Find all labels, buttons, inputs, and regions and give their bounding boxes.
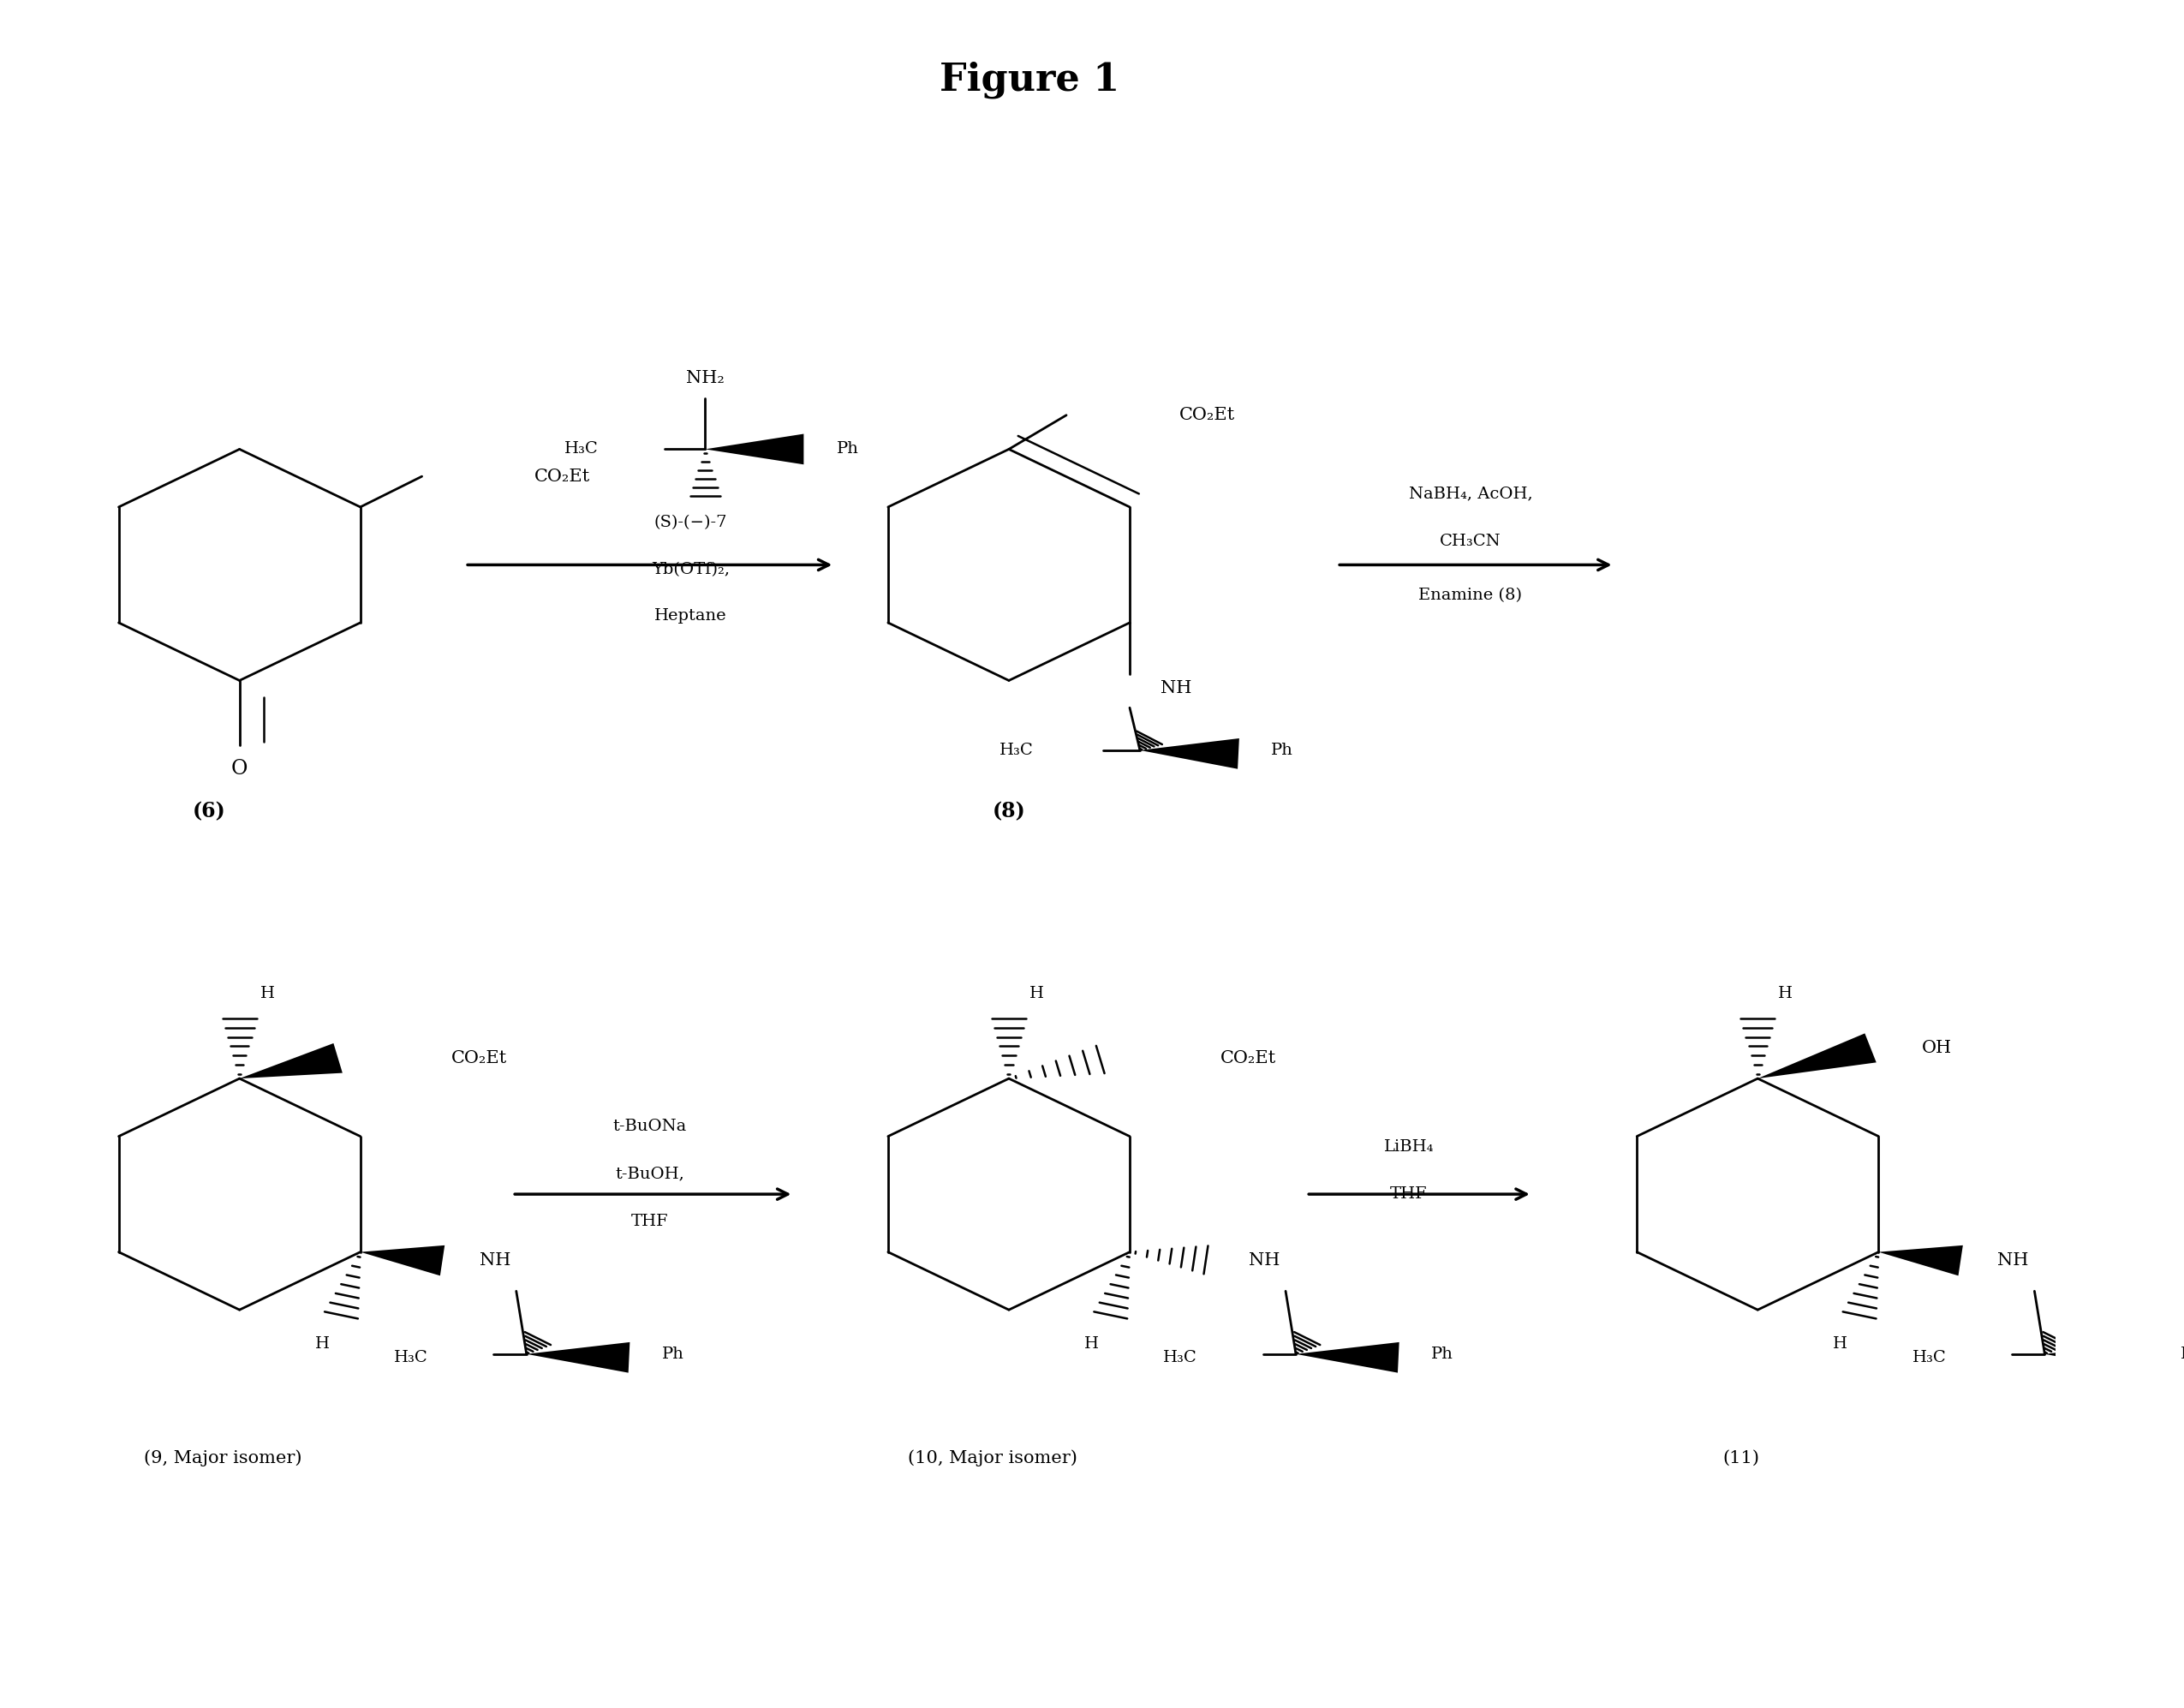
Text: THF: THF bbox=[1391, 1187, 1428, 1202]
Text: NH: NH bbox=[1249, 1252, 1280, 1269]
Text: t-BuOH,: t-BuOH, bbox=[616, 1167, 684, 1182]
Text: H₃C: H₃C bbox=[1913, 1349, 1946, 1365]
Polygon shape bbox=[360, 1245, 446, 1276]
Text: CO₂Et: CO₂Et bbox=[535, 468, 590, 485]
Text: Enamine (8): Enamine (8) bbox=[1420, 588, 1522, 603]
Text: CO₂Et: CO₂Et bbox=[1179, 407, 1234, 424]
Text: H: H bbox=[1778, 986, 1793, 1001]
Text: Yb(OTf)₂,: Yb(OTf)₂, bbox=[651, 562, 729, 577]
Text: CO₂Et: CO₂Et bbox=[1221, 1050, 1275, 1066]
Text: H: H bbox=[314, 1336, 330, 1351]
Text: NH₂: NH₂ bbox=[686, 369, 725, 386]
Polygon shape bbox=[1295, 1342, 1400, 1373]
Text: THF: THF bbox=[631, 1214, 668, 1230]
Text: H: H bbox=[1085, 1336, 1099, 1351]
Text: LiBH₄: LiBH₄ bbox=[1385, 1139, 1435, 1155]
Text: H₃C: H₃C bbox=[1000, 743, 1033, 758]
Polygon shape bbox=[1878, 1245, 1963, 1276]
Text: OH: OH bbox=[1922, 1040, 1952, 1056]
Text: H₃C: H₃C bbox=[393, 1349, 428, 1365]
Text: t-BuONa: t-BuONa bbox=[614, 1119, 686, 1134]
Polygon shape bbox=[1140, 738, 1238, 769]
Polygon shape bbox=[240, 1044, 343, 1078]
Text: NaBH₄, AcOH,: NaBH₄, AcOH, bbox=[1409, 485, 1533, 500]
Text: NH: NH bbox=[1160, 680, 1192, 697]
Text: Ph: Ph bbox=[1271, 743, 1293, 758]
Text: H: H bbox=[1029, 986, 1044, 1001]
Text: H: H bbox=[1832, 1336, 1848, 1351]
Text: (9, Major isomer): (9, Major isomer) bbox=[144, 1450, 301, 1465]
Text: NH: NH bbox=[1998, 1252, 2029, 1269]
Polygon shape bbox=[1758, 1033, 1876, 1078]
Text: (8): (8) bbox=[992, 801, 1026, 822]
Text: NH: NH bbox=[478, 1252, 511, 1269]
Polygon shape bbox=[705, 434, 804, 465]
Text: H: H bbox=[260, 986, 275, 1001]
Text: (6): (6) bbox=[192, 801, 225, 822]
Text: (10, Major isomer): (10, Major isomer) bbox=[909, 1450, 1077, 1465]
Text: Ph: Ph bbox=[1431, 1346, 1452, 1361]
Text: CH₃CN: CH₃CN bbox=[1439, 533, 1500, 548]
Text: O: O bbox=[232, 758, 247, 779]
Text: Ph: Ph bbox=[2180, 1346, 2184, 1361]
Text: Figure 1: Figure 1 bbox=[939, 61, 1120, 99]
Text: Ph: Ph bbox=[836, 441, 858, 458]
Text: H₃C: H₃C bbox=[1164, 1349, 1197, 1365]
Polygon shape bbox=[2044, 1342, 2149, 1373]
Text: Ph: Ph bbox=[662, 1346, 684, 1361]
Text: (11): (11) bbox=[1723, 1450, 1760, 1465]
Polygon shape bbox=[526, 1342, 629, 1373]
Text: CO₂Et: CO₂Et bbox=[450, 1050, 507, 1066]
Text: (S)-(−)-7: (S)-(−)-7 bbox=[655, 514, 727, 529]
Text: Heptane: Heptane bbox=[655, 608, 727, 623]
Text: H₃C: H₃C bbox=[563, 441, 598, 458]
